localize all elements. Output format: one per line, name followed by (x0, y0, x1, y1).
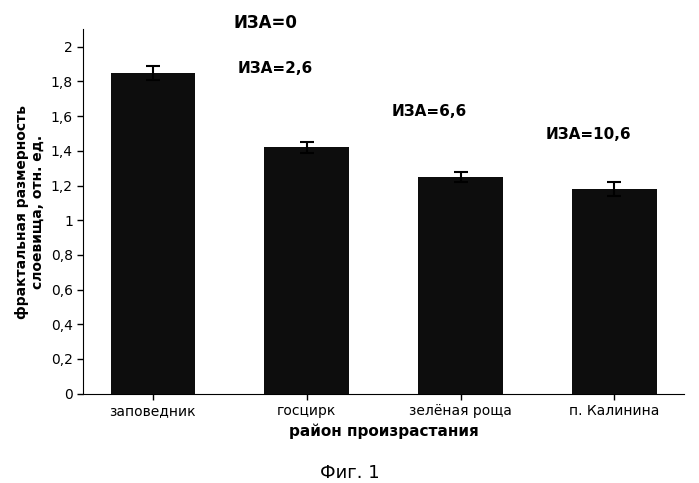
Text: ИЗА=6,6: ИЗА=6,6 (391, 104, 467, 119)
Bar (264, 147, 349, 394)
Y-axis label: фрактальная размерность
слоевища, отн. ед.: фрактальная размерность слоевища, отн. е… (15, 104, 45, 318)
Bar (572, 189, 656, 394)
Bar (110, 73, 195, 394)
Text: ИЗА=0: ИЗА=0 (233, 14, 298, 32)
Text: ИЗА=2,6: ИЗА=2,6 (238, 61, 312, 76)
Text: Фиг. 1: Фиг. 1 (319, 464, 380, 482)
Text: ИЗА=10,6: ИЗА=10,6 (545, 127, 630, 142)
Bar (418, 177, 503, 394)
X-axis label: район произрастания: район произрастания (289, 424, 479, 439)
